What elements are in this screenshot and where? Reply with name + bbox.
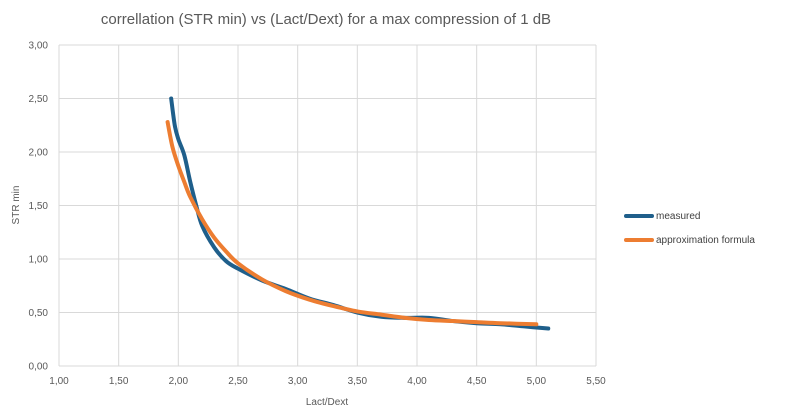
y-tick-labels: 0,00 0,50 1,00 1,50 2,00 2,50 3,00 <box>29 41 49 373</box>
x-tick-label: 5,00 <box>527 376 547 387</box>
x-tick-label: 5,50 <box>586 376 606 387</box>
x-axis-label: Lact/Dext <box>306 397 348 408</box>
y-axis-label: STR min <box>11 186 22 225</box>
x-tick-label: 4,50 <box>467 376 487 387</box>
x-tick-label: 4,00 <box>407 376 427 387</box>
series-lines <box>165 96 551 331</box>
legend-label-approximation-formula: approximation formula <box>656 235 755 246</box>
series-line-approximation-formula <box>165 120 539 327</box>
x-tick-label: 3,50 <box>348 376 368 387</box>
x-tick-label: 1,50 <box>109 376 129 387</box>
y-tick-label: 2,50 <box>29 94 49 105</box>
chart-title: correllation (STR min) vs (Lact/Dext) fo… <box>101 11 551 28</box>
y-tick-label: 3,00 <box>29 41 49 52</box>
legend-label-measured: measured <box>656 211 700 222</box>
legend: measured approximation formula <box>624 211 755 246</box>
gridlines <box>58 44 597 367</box>
x-tick-label: 2,00 <box>169 376 189 387</box>
y-tick-label: 0,00 <box>29 362 49 373</box>
y-tick-label: 1,00 <box>29 255 49 266</box>
x-tick-label: 1,00 <box>49 376 69 387</box>
x-tick-labels: 1,00 1,50 2,00 2,50 3,00 3,50 4,00 4,50 5,00 5,50 <box>49 376 606 387</box>
y-tick-label: 1,50 <box>29 201 49 212</box>
x-tick-label: 3,00 <box>288 376 308 387</box>
x-tick-label: 2,50 <box>228 376 248 387</box>
y-tick-label: 2,00 <box>29 148 49 159</box>
y-tick-label: 0,50 <box>29 308 49 319</box>
